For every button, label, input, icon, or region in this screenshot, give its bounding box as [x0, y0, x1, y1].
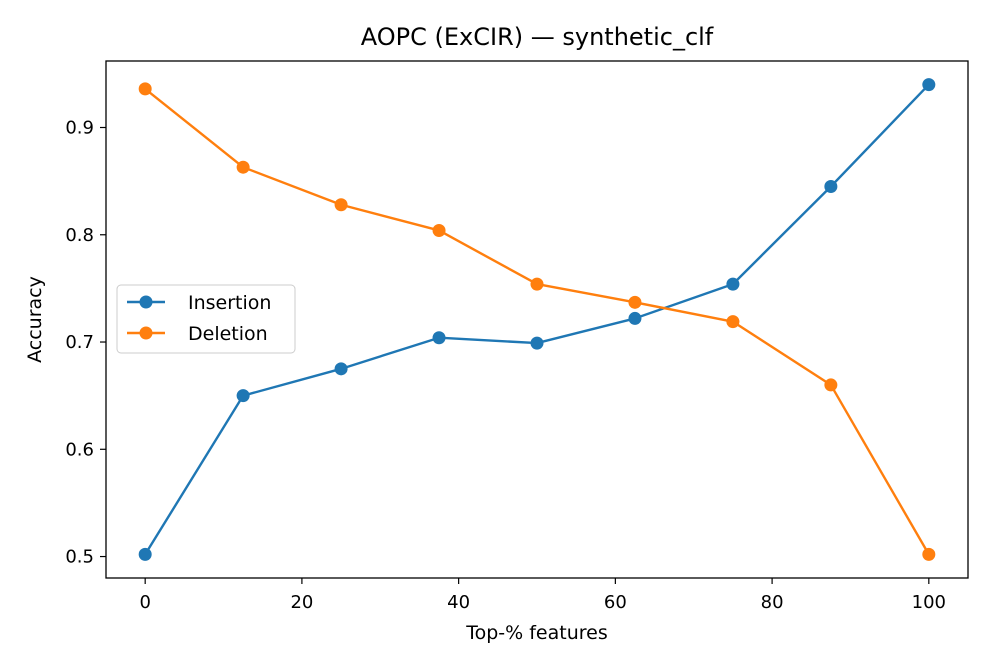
- data-point-deletion: [530, 277, 544, 291]
- y-tick-label: 0.6: [65, 439, 94, 460]
- data-point-insertion: [138, 547, 152, 561]
- data-point-insertion: [334, 362, 348, 376]
- legend: Insertion Deletion: [116, 284, 296, 354]
- y-tick-label: 0.7: [65, 332, 94, 353]
- data-point-insertion: [236, 389, 250, 403]
- y-axis: 0.5 0.6 0.7 0.8 0.9: [65, 118, 106, 568]
- data-point-insertion: [432, 331, 446, 345]
- x-tick-label: 60: [604, 592, 627, 613]
- x-tick-label: 40: [447, 592, 470, 613]
- data-point-deletion: [628, 295, 642, 309]
- series-layer: [138, 78, 936, 561]
- y-axis-label: Accuracy: [24, 276, 46, 363]
- y-tick-label: 0.9: [65, 118, 94, 139]
- x-axis: 0 20 40 60 80 100: [139, 578, 946, 613]
- x-tick-label: 80: [761, 592, 784, 613]
- data-point-insertion: [824, 179, 838, 193]
- data-point-deletion: [726, 315, 740, 329]
- legend-label-insertion: Insertion: [188, 292, 271, 314]
- x-tick-label: 20: [290, 592, 313, 613]
- data-point-insertion: [628, 311, 642, 325]
- data-point-deletion: [922, 547, 936, 561]
- y-tick-label: 0.5: [65, 547, 94, 568]
- data-point-insertion: [530, 336, 544, 350]
- legend-label-deletion: Deletion: [188, 323, 268, 345]
- data-point-deletion: [334, 198, 348, 212]
- legend-marker-insertion: [139, 295, 153, 309]
- data-point-deletion: [236, 160, 250, 174]
- chart-title: AOPC (ExCIR) — synthetic_clf: [361, 23, 714, 51]
- data-point-deletion: [138, 82, 152, 96]
- x-tick-label: 100: [912, 592, 946, 613]
- x-axis-label: Top-% features: [465, 622, 608, 644]
- data-point-insertion: [726, 277, 740, 291]
- x-tick-label: 0: [139, 592, 150, 613]
- legend-marker-deletion: [139, 326, 153, 340]
- data-point-deletion: [432, 223, 446, 237]
- data-point-deletion: [824, 378, 838, 392]
- data-point-insertion: [922, 78, 936, 92]
- y-tick-label: 0.8: [65, 225, 94, 246]
- plot-area: 0 20 40 60 80 100 0.5 0.6 0.7 0.8 0.9: [65, 60, 969, 613]
- plot-frame: [105, 60, 969, 579]
